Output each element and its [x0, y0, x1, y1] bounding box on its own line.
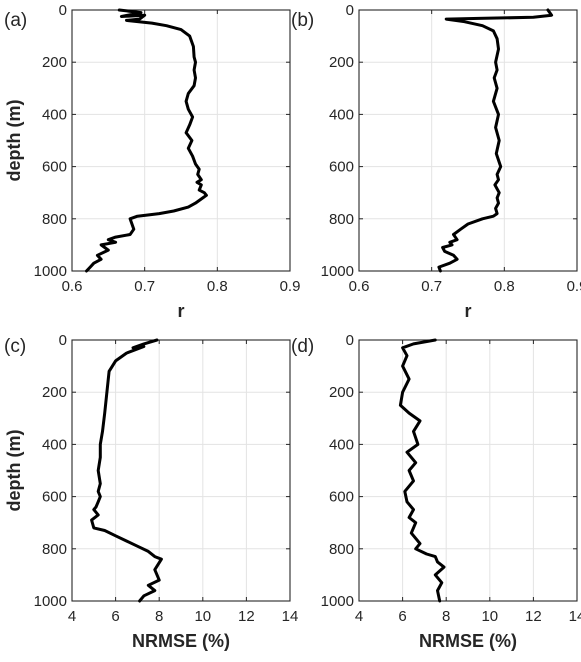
y-tick-label: 0: [346, 332, 354, 349]
chart-panel-4: 4 6 8 10 12 14 0 200 400 600 800 1000 NRMSE (%) (d): [291, 332, 581, 651]
x-tick-label: 6: [398, 608, 406, 625]
y-tick-label: 1000: [321, 263, 354, 280]
series-line-1: [398, 338, 446, 603]
chart-panel-2: 0.6 0.7 0.8 0.9 0 200 400 600 800 1000 r (b): [291, 2, 581, 321]
y-tick-label: 1000: [34, 593, 67, 610]
series-line-1: [90, 338, 163, 603]
panel-label: (a): [4, 10, 27, 31]
y-axis-label: depth (m): [4, 430, 24, 512]
y-tick-label: 800: [329, 211, 354, 228]
y-tick-label: 600: [42, 159, 67, 176]
x-tick-label: 4: [68, 608, 76, 625]
x-axis-label: r: [464, 301, 471, 321]
x-tick-label: 0.9: [567, 278, 581, 295]
y-tick-label: 200: [42, 54, 67, 71]
series-line-1: [437, 8, 554, 273]
x-tick-label: 14: [282, 608, 299, 625]
panel-label: (b): [291, 10, 314, 31]
x-tick-label: 10: [194, 608, 211, 625]
y-tick-label: 800: [329, 541, 354, 558]
y-tick-label: 1000: [34, 263, 67, 280]
x-tick-label: 0.8: [494, 278, 515, 295]
x-tick-label: 0.8: [207, 278, 228, 295]
x-tick-label: 0.9: [280, 278, 301, 295]
y-tick-label: 800: [42, 541, 67, 558]
y-tick-label: 200: [42, 384, 67, 401]
plot-frame: [358, 339, 578, 602]
y-tick-label: 0: [346, 2, 354, 19]
y-tick-label: 200: [329, 54, 354, 71]
x-tick-label: 8: [155, 608, 163, 625]
y-tick-label: 400: [42, 106, 67, 123]
x-tick-label: 14: [569, 608, 581, 625]
x-tick-label: 0.7: [134, 278, 155, 295]
plot-frame: [71, 339, 291, 602]
x-tick-label: 8: [442, 608, 450, 625]
x-tick-label: 12: [525, 608, 542, 625]
panel-label: (c): [4, 336, 26, 357]
x-tick-label: 12: [238, 608, 255, 625]
y-tick-label: 800: [42, 211, 67, 228]
y-tick-label: 0: [59, 332, 67, 349]
y-tick-label: 400: [329, 436, 354, 453]
y-tick-label: 400: [329, 106, 354, 123]
y-tick-label: 200: [329, 384, 354, 401]
y-tick-label: 600: [329, 159, 354, 176]
x-tick-label: 4: [355, 608, 363, 625]
plot-frame: [358, 9, 578, 272]
plot-frame: [71, 9, 291, 272]
chart-panel-3: 4 6 8 10 12 14 0 200 400 600 800 1000 NRMSE (%) depth…: [4, 332, 298, 651]
x-tick-label: 0.7: [421, 278, 442, 295]
y-tick-label: 600: [42, 489, 67, 506]
panel-label: (d): [291, 336, 314, 357]
x-axis-label: r: [177, 301, 184, 321]
x-axis-label: NRMSE (%): [419, 631, 517, 651]
series-line-1: [85, 8, 208, 273]
y-tick-label: 600: [329, 489, 354, 506]
y-axis-label: depth (m): [4, 100, 24, 182]
x-axis-label: NRMSE (%): [132, 631, 230, 651]
x-tick-label: 0.6: [62, 278, 83, 295]
chart-panel-1: 0.6 0.7 0.8 0.9 0 200 400 600 800 1000 r depth (m) (…: [4, 2, 300, 321]
y-tick-label: 400: [42, 436, 67, 453]
x-tick-label: 6: [111, 608, 119, 625]
x-tick-label: 10: [481, 608, 498, 625]
y-tick-label: 0: [59, 2, 67, 19]
x-tick-label: 0.6: [349, 278, 370, 295]
y-tick-label: 1000: [321, 593, 354, 610]
